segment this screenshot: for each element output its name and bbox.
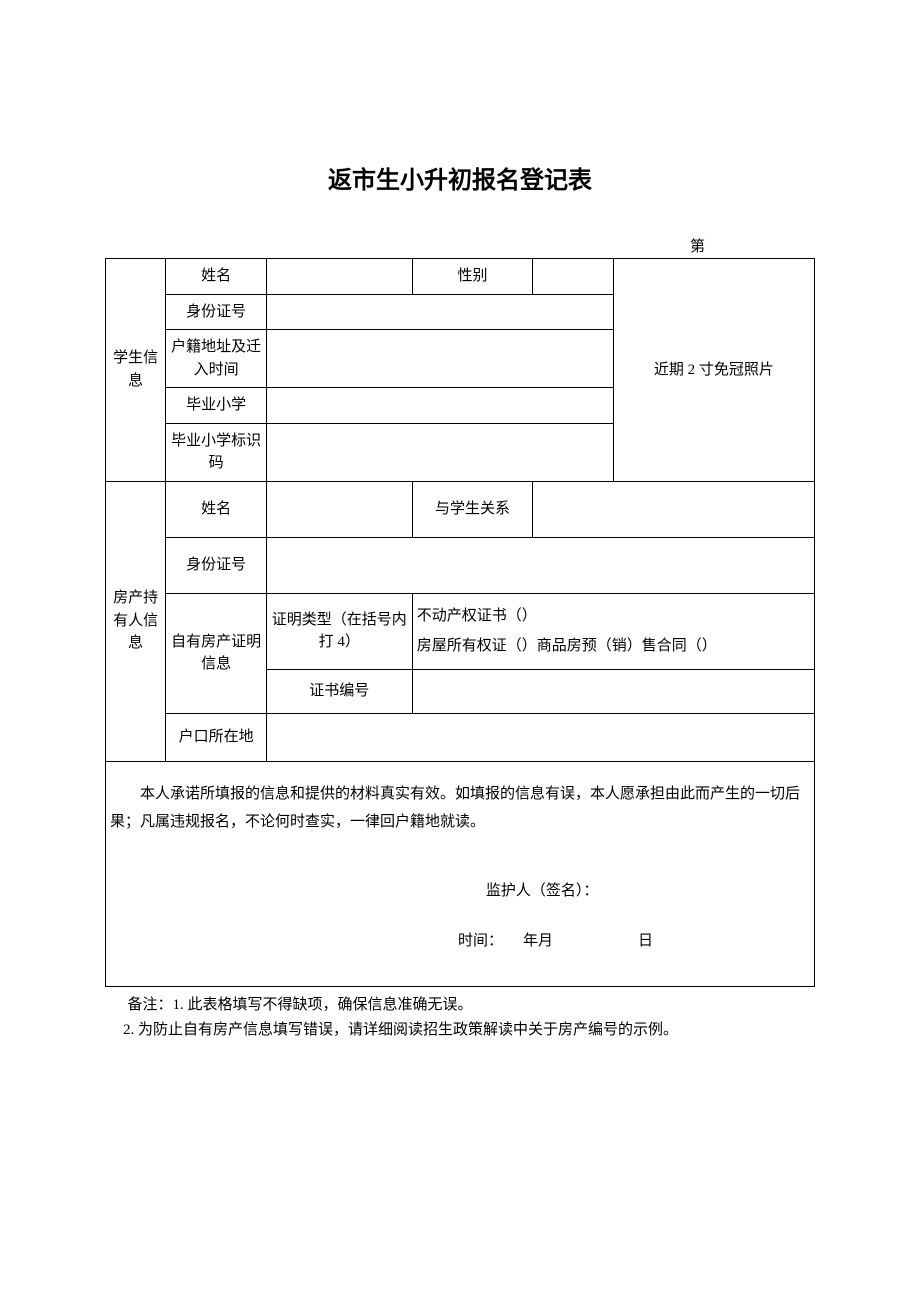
value-hukou-addr[interactable]: [266, 330, 613, 388]
label-owner-relation: 与学生关系: [412, 481, 533, 537]
value-grad-school-code[interactable]: [266, 423, 613, 481]
value-student-name[interactable]: [266, 259, 412, 295]
page-marker: 第: [105, 235, 815, 256]
form-title: 返市生小升初报名登记表: [105, 160, 815, 195]
note-1: 备注：1. 此表格填写不得缺项，确保信息准确无误。: [105, 993, 815, 1019]
date-label: 时间：: [458, 933, 503, 949]
label-cert-number: 证书编号: [266, 669, 412, 713]
value-owner-name[interactable]: [266, 481, 412, 537]
label-student-id: 身份证号: [166, 294, 267, 330]
label-property-info: 自有房产证明信息: [166, 593, 267, 713]
label-hukou-loc: 户口所在地: [166, 713, 267, 761]
section-owner-header: 房产持有人信息: [106, 481, 166, 761]
value-grad-school[interactable]: [266, 388, 613, 424]
declaration-cell: 本人承诺所填报的信息和提供的材料真实有效。如填报的信息有误，本人愿承担由此而产生…: [106, 761, 815, 986]
declaration-text: 本人承诺所填报的信息和提供的材料真实有效。如填报的信息有误，本人愿承担由此而产生…: [110, 780, 806, 837]
value-student-id[interactable]: [266, 294, 613, 330]
cert-type-line2: 房屋所有权证（）商品房预（销）售合同（）: [417, 635, 810, 658]
label-owner-id: 身份证号: [166, 537, 267, 593]
date-year-month: 年月: [503, 927, 573, 956]
value-hukou-loc[interactable]: [266, 713, 814, 761]
date-line: 时间：年月日: [110, 927, 806, 956]
section-student-header: 学生信息: [106, 259, 166, 482]
value-cert-number[interactable]: [412, 669, 814, 713]
value-cert-type[interactable]: 不动产权证书（） 房屋所有权证（）商品房预（销）售合同（）: [412, 593, 814, 669]
photo-placeholder: 近期 2 寸免冠照片: [613, 259, 814, 482]
note-2: 2. 为防止自有房产信息填写错误，请详细阅读招生政策解读中关于房产编号的示例。: [105, 1018, 815, 1044]
label-grad-school-code: 毕业小学标识码: [166, 423, 267, 481]
label-student-gender: 性别: [412, 259, 533, 295]
label-student-name: 姓名: [166, 259, 267, 295]
value-owner-id[interactable]: [266, 537, 814, 593]
registration-table: 学生信息 姓名 性别 近期 2 寸免冠照片 身份证号 户籍地址及迁入时间 毕业小…: [105, 258, 815, 987]
guardian-signature-label: 监护人（签名）：: [110, 877, 806, 906]
cert-type-line1: 不动产权证书（）: [417, 608, 537, 624]
value-owner-relation[interactable]: [533, 481, 815, 537]
label-owner-name: 姓名: [166, 481, 267, 537]
notes-section: 备注：1. 此表格填写不得缺项，确保信息准确无误。 2. 为防止自有房产信息填写…: [105, 993, 815, 1044]
label-grad-school: 毕业小学: [166, 388, 267, 424]
value-student-gender[interactable]: [533, 259, 613, 295]
date-day: 日: [573, 927, 653, 956]
label-cert-type: 证明类型（在括号内打 4）: [266, 593, 412, 669]
label-hukou-addr: 户籍地址及迁入时间: [166, 330, 267, 388]
